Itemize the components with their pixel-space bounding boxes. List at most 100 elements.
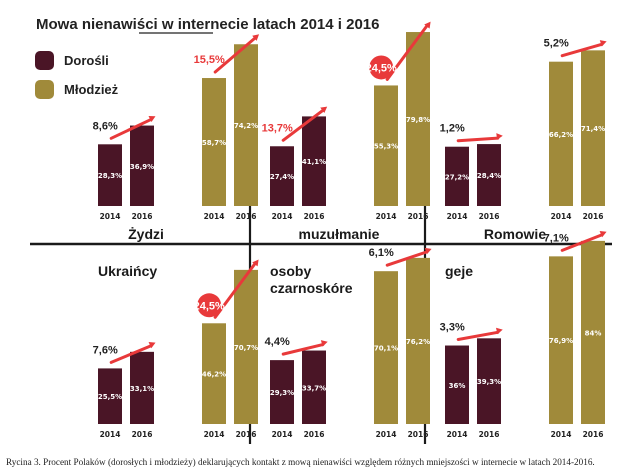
change-label: 4,4%: [265, 336, 290, 348]
bar-adults-2016: [477, 144, 501, 206]
panel-label: Romowie: [484, 226, 546, 242]
bar-adults-2014: [98, 368, 122, 424]
bar-adults-2014: [445, 345, 469, 424]
bar-adults-2016: [130, 125, 154, 206]
x-tick-label: 2016: [583, 212, 604, 221]
legend-swatch-adults: [35, 51, 54, 70]
x-tick-label: 2014: [551, 430, 572, 439]
change-arrow-head: [320, 106, 328, 113]
panel-4: Ukraińcy 25,5% 2014 33,1% 2016 7,6% 46,2% 2014 7…: [93, 259, 259, 439]
change-arrow: [456, 136, 500, 143]
bar-youth-2016: [406, 257, 430, 424]
bar-adults-2014: [98, 144, 122, 206]
bar-value-label: 74,2%: [234, 122, 258, 130]
legend-swatch-youth: [35, 80, 54, 99]
panel-3: Romowie 27,2% 2014 28,4% 2016 1,2% 66,2% 2014 71…: [440, 38, 607, 242]
bar-adults-2014: [445, 146, 469, 206]
bar-value-label: 36,9%: [130, 163, 154, 171]
panel-6: geje 36% 2014 39,3% 2016 3,3% 76,9% 2014 84% 2016…: [440, 231, 607, 439]
change-label: 3,3%: [440, 322, 465, 334]
bar-adults-2014: [270, 146, 294, 206]
bar-value-label: 28,3%: [98, 172, 122, 180]
x-tick-label: 2016: [479, 212, 500, 221]
x-tick-label: 2014: [100, 430, 121, 439]
change-arrow: [456, 330, 500, 342]
change-label: 6,1%: [369, 247, 394, 259]
change-label: 1,2%: [440, 123, 465, 135]
panel-label: Żydzi: [128, 226, 164, 242]
change-arrow: [109, 118, 153, 140]
panel-1: Żydzi 28,3% 2014 36,9% 2016 8,6% 58,7% 2014 74,2…: [93, 34, 260, 242]
change-arrow-head: [424, 21, 431, 29]
x-tick-label: 2014: [272, 430, 293, 439]
x-tick-label: 2014: [447, 430, 468, 439]
x-tick-label: 2016: [583, 430, 604, 439]
x-tick-label: 2014: [100, 212, 121, 221]
panel-label: geje: [445, 263, 473, 279]
change-arrow: [213, 262, 257, 319]
legend: Dorośli Młodzież: [35, 51, 119, 99]
x-tick-label: 2014: [376, 430, 397, 439]
bar-value-label: 29,3%: [270, 389, 294, 397]
bar-youth-2014: [549, 256, 573, 424]
bar-value-label: 58,7%: [202, 139, 226, 147]
bar-value-label: 28,4%: [477, 172, 501, 180]
bar-value-label: 55,3%: [374, 143, 398, 151]
change-arrow: [213, 36, 257, 74]
figure-caption: Rycina 3. Procent Polaków (dorosłych i m…: [6, 457, 595, 467]
bar-value-label: 27,4%: [270, 173, 294, 181]
bar-youth-2014: [549, 61, 573, 207]
x-tick-label: 2016: [408, 430, 429, 439]
bar-adults-2016: [477, 338, 501, 424]
bar-youth-2016: [234, 269, 258, 424]
change-arrow: [560, 233, 604, 252]
x-tick-label: 2016: [132, 212, 153, 221]
bar-value-label: 84%: [585, 329, 602, 337]
bar-adults-2016: [302, 116, 326, 206]
change-arrow-head: [599, 231, 607, 238]
x-tick-label: 2016: [304, 430, 325, 439]
bar-value-label: 76,2%: [406, 338, 430, 346]
x-tick-label: 2014: [551, 212, 572, 221]
bar-youth-2014: [374, 85, 398, 206]
bar-youth-2016: [406, 32, 430, 207]
x-tick-label: 2016: [132, 430, 153, 439]
x-tick-label: 2014: [204, 430, 225, 439]
change-label: 13,7%: [262, 122, 293, 134]
change-circle: [369, 55, 394, 80]
change-label: 7,1%: [544, 232, 569, 244]
panel-label: osoby: [270, 263, 311, 279]
bar-value-label: 36%: [449, 382, 466, 390]
change-arrow-head: [148, 115, 156, 122]
change-arrow-head: [599, 40, 607, 47]
x-tick-label: 2016: [479, 430, 500, 439]
x-tick-label: 2016: [236, 430, 257, 439]
bar-youth-2016: [581, 240, 605, 424]
bar-value-label: 39,3%: [477, 378, 501, 386]
change-arrow: [385, 24, 429, 81]
change-arrow-head: [148, 342, 156, 349]
panel-label: muzułmanie: [299, 226, 380, 242]
change-arrow: [109, 344, 153, 364]
bar-value-label: 25,5%: [98, 393, 122, 401]
x-tick-label: 2014: [272, 212, 293, 221]
bar-value-label: 76,9%: [549, 337, 573, 345]
change-arrow-head: [252, 34, 260, 41]
chart-title: Mowa nienawiści w internecie latach 2014…: [36, 16, 380, 33]
change-arrow-head: [320, 340, 328, 347]
bar-value-label: 70,1%: [374, 345, 398, 353]
bar-youth-2014: [374, 271, 398, 424]
bar-value-label: 33,7%: [302, 384, 326, 392]
change-label: 15,5%: [194, 54, 225, 66]
x-tick-label: 2014: [204, 212, 225, 221]
change-circle: [197, 293, 222, 318]
change-arrow: [281, 343, 325, 356]
change-arrow-head: [496, 327, 503, 335]
bar-value-label: 27,2%: [445, 173, 469, 181]
bar-value-label: 46,2%: [202, 371, 226, 379]
change-arrow: [560, 42, 604, 58]
bar-adults-2014: [270, 360, 294, 424]
bar-youth-2014: [202, 323, 226, 424]
change-arrow-head: [424, 247, 432, 255]
